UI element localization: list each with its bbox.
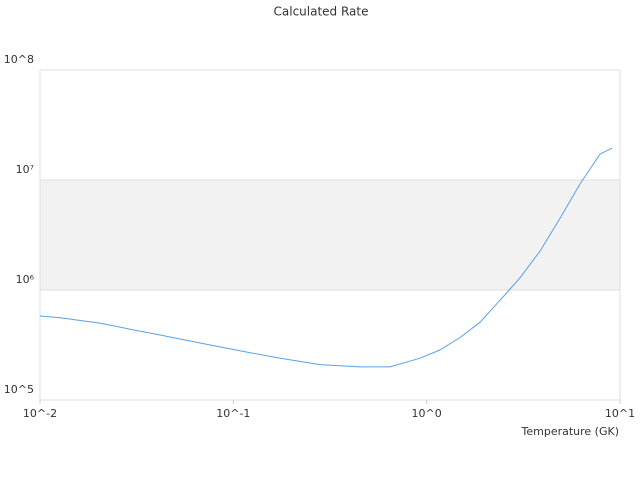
data-line xyxy=(39,147,613,368)
x-tick-label: 10^-1 xyxy=(216,407,250,420)
grid-band xyxy=(40,180,620,290)
x-axis-label: Temperature (GK) xyxy=(521,425,620,438)
y-tick-label: 10^5 xyxy=(4,383,34,396)
x-tick-label: 10^0 xyxy=(412,407,442,420)
x-tick-label: 10^1 xyxy=(605,407,635,420)
y-tick-label: 10^8 xyxy=(4,53,34,66)
x-tick-label: 10^-2 xyxy=(23,407,57,420)
chart-title: Calculated Rate xyxy=(274,5,369,19)
y-tick-label: 10⁷ xyxy=(16,163,34,176)
y-tick-label: 10⁶ xyxy=(16,273,35,286)
